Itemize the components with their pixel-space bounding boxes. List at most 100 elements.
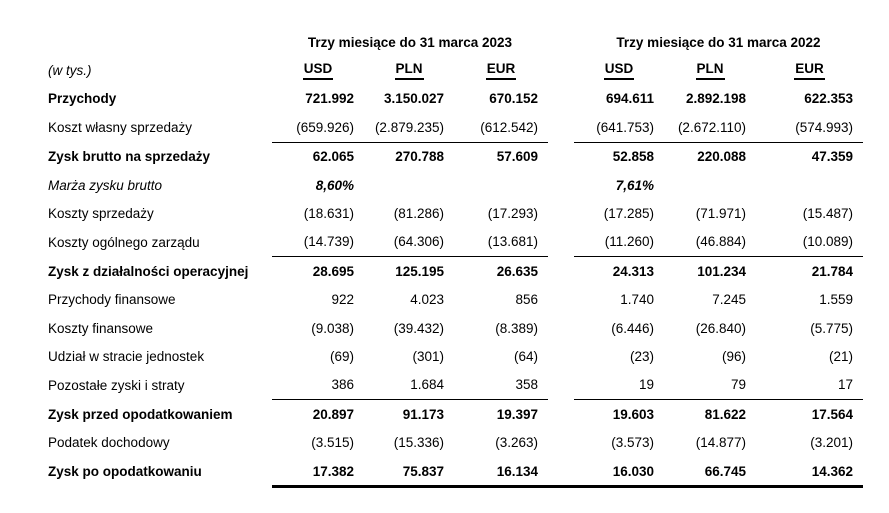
unit-label: (w tys.) (48, 63, 92, 79)
cell-value: 75.837 (364, 456, 454, 489)
row-label: Zysk z działalności operacyjnej (48, 263, 249, 279)
cell-value: (21) (828, 348, 853, 364)
cell-value (454, 171, 548, 199)
column-header-eur-2023: EUR (485, 61, 517, 80)
column-gap (548, 142, 574, 171)
cell-value: 19 (574, 370, 664, 401)
cell-value (664, 171, 756, 199)
column-header-pln-2023: PLN (394, 61, 424, 80)
row-label: Przychody (48, 91, 117, 107)
cell-value: 125.195 (395, 263, 444, 279)
row-label: Podatek dochodowy (48, 435, 170, 451)
row-label: Koszty sprzedaży (48, 206, 154, 222)
table-row: Marża zysku brutto 8,60% 7,61% (48, 171, 863, 199)
column-gap (548, 257, 574, 286)
cell-value: 670.152 (489, 91, 538, 107)
table-row: Przychody finansowe 922 4.023 856 1.740 7.245… (48, 286, 863, 314)
cell-value: (39.432) (393, 320, 444, 336)
cell-value: (6.446) (611, 320, 654, 336)
cell-value: 26.635 (496, 263, 538, 279)
cell-value: 16.030 (574, 456, 664, 489)
cell-value: (14.877) (695, 435, 746, 451)
cell-value: 19.397 (496, 406, 538, 422)
column-header-cell: PLN (364, 56, 454, 84)
cell-value (756, 171, 863, 199)
cell-value: (5.775) (810, 320, 853, 336)
cell-value: (13.681) (454, 227, 548, 258)
cell-value: (17.293) (487, 206, 538, 222)
cell-value: (2.672.110) (664, 113, 756, 143)
cell-value: 19.603 (612, 406, 654, 422)
cell-value: 57.609 (496, 149, 538, 165)
cell-value: 66.745 (664, 456, 756, 489)
cell-value: (301) (412, 348, 444, 364)
cell-value: 4.023 (410, 292, 444, 308)
row-label: Zysk przed opodatkowaniem (48, 406, 233, 422)
column-gap (548, 113, 574, 142)
cell-value: 17 (756, 370, 863, 401)
column-gap (548, 428, 574, 456)
cell-value: 856 (515, 292, 538, 308)
column-header-usd-2023: USD (302, 61, 334, 80)
cell-value: (3.201) (810, 435, 853, 451)
cell-value: (3.573) (611, 435, 654, 451)
cell-value: 79 (664, 370, 756, 401)
table-row: Udział w stracie jednostek (69) (301) (64) (… (48, 342, 863, 370)
column-header-cell: USD (272, 56, 364, 84)
column-gap (548, 456, 574, 489)
column-gap (548, 286, 574, 314)
table-row: Podatek dochodowy (3.515) (15.336) (3.263) (… (48, 428, 863, 456)
column-header-cell: EUR (454, 56, 548, 84)
cell-value: (11.260) (574, 227, 664, 258)
cell-value: 17.382 (272, 456, 364, 489)
column-header-cell: EUR (756, 56, 863, 84)
cell-value: (17.285) (603, 206, 654, 222)
cell-value: 47.359 (811, 149, 853, 165)
cell-value: (69) (329, 348, 354, 364)
cell-value: (81.286) (393, 206, 444, 222)
cell-value: 8,60% (315, 177, 354, 193)
row-label: Koszty finansowe (48, 320, 154, 336)
cell-value: 62.065 (312, 149, 354, 165)
row-label: Zysk po opodatkowaniu (48, 464, 202, 480)
cell-value: 101.234 (697, 263, 746, 279)
cell-value: (9.038) (311, 320, 354, 336)
cell-value: 24.313 (612, 263, 654, 279)
cell-value: 2.892.198 (685, 91, 746, 107)
cell-value: 1.559 (819, 292, 853, 308)
cell-value: 16.134 (454, 456, 548, 489)
cell-value: (26.840) (695, 320, 746, 336)
cell-value: (659.926) (272, 113, 364, 143)
column-header-cell: USD (574, 56, 664, 84)
cell-value: 52.858 (612, 149, 654, 165)
cell-value: 7.245 (712, 292, 746, 308)
table-row: Zysk brutto na sprzedaży 62.065 270.788 57.… (48, 142, 863, 171)
period-header-2023: Trzy miesiące do 31 marca 2023 (307, 34, 513, 50)
cell-value: 1.684 (364, 370, 454, 401)
cell-value: (64.306) (364, 227, 454, 258)
table-row: Przychody 721.992 3.150.027 670.152 694.611 2… (48, 85, 863, 113)
cell-value: (3.515) (311, 435, 354, 451)
cell-value: (10.089) (756, 227, 863, 258)
currency-header-row: (w tys.) USD PLN EUR USD PLN EUR (48, 56, 863, 84)
period-header-2022: Trzy miesiące do 31 marca 2022 (616, 34, 821, 50)
cell-value: 694.611 (605, 91, 654, 107)
row-label: Przychody finansowe (48, 292, 176, 308)
cell-value: 81.622 (704, 406, 746, 422)
header-spacer (48, 28, 272, 56)
cell-value: 20.897 (312, 406, 354, 422)
column-header-eur-2022: EUR (794, 61, 825, 80)
column-header-usd-2022: USD (603, 61, 635, 80)
cell-value: 91.173 (402, 406, 444, 422)
cell-value: (612.542) (454, 113, 548, 143)
column-gap (548, 28, 574, 56)
column-gap (548, 371, 574, 400)
column-gap (548, 314, 574, 342)
cell-value: (18.631) (303, 206, 354, 222)
cell-value: (3.263) (495, 435, 538, 451)
cell-value: (96) (721, 348, 746, 364)
cell-value: 28.695 (312, 263, 354, 279)
column-gap (548, 199, 574, 227)
row-label: Pozostałe zyski i straty (48, 377, 185, 393)
column-header-cell: PLN (664, 56, 756, 84)
